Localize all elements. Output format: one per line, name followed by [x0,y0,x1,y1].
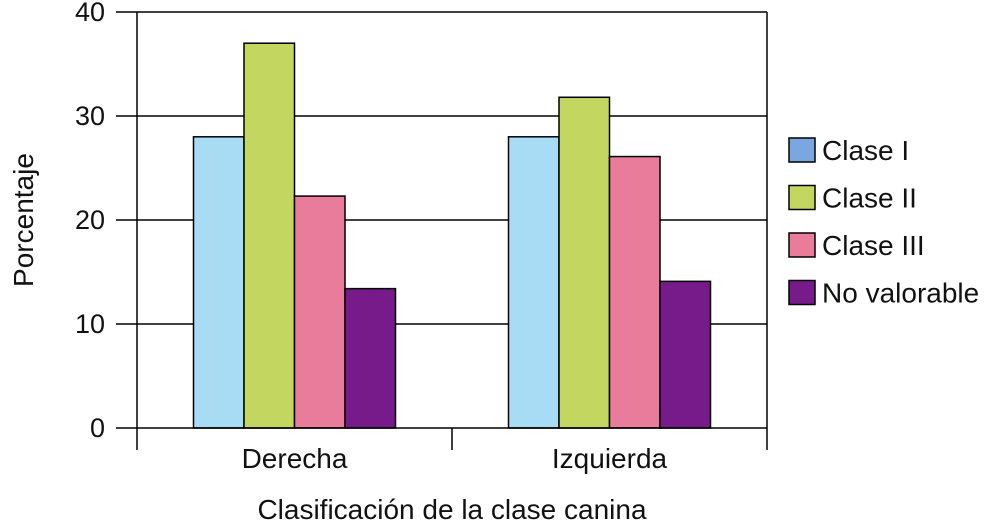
bars [192,42,712,429]
x-category-label: Izquierda [552,443,668,474]
x-axis-title: Clasificación de la clase canina [257,494,647,525]
x-category-label: Derecha [242,443,348,474]
y-tick-label: 20 [75,205,105,235]
bar-clase-iii-izquierda [608,155,661,429]
bar-clase-ii-derecha [243,42,296,429]
legend-label: Clase III [822,230,925,261]
y-tick-label: 30 [75,101,105,131]
legend-label: Clase II [822,183,917,214]
legend-swatch [788,279,816,306]
bar-clase-i-derecha [192,136,245,429]
axes [116,11,768,450]
bar-clase-ii-izquierda [558,96,611,429]
x-category-labels: Derecha Izquierda [242,443,668,474]
bar-clase-i-izquierda [507,136,560,429]
legend-swatch [788,184,816,211]
y-tick-label: 0 [90,413,105,443]
legend-swatch [788,232,816,258]
y-axis-title: Porcentaje [8,153,39,287]
bar-no-valorable-izquierda [659,280,712,429]
legend-label: No valorable [822,278,979,309]
y-tick-label: 40 [75,0,105,27]
y-tick-label: 10 [75,309,105,339]
legend: Clase I Clase II Clase III No valorable [788,135,979,309]
bar-no-valorable-derecha [344,287,397,429]
legend-label: Clase I [822,135,909,166]
bar-clase-iii-derecha [293,195,346,429]
y-tick-labels: 0 10 20 30 40 [75,0,105,443]
legend-swatch [788,137,816,163]
